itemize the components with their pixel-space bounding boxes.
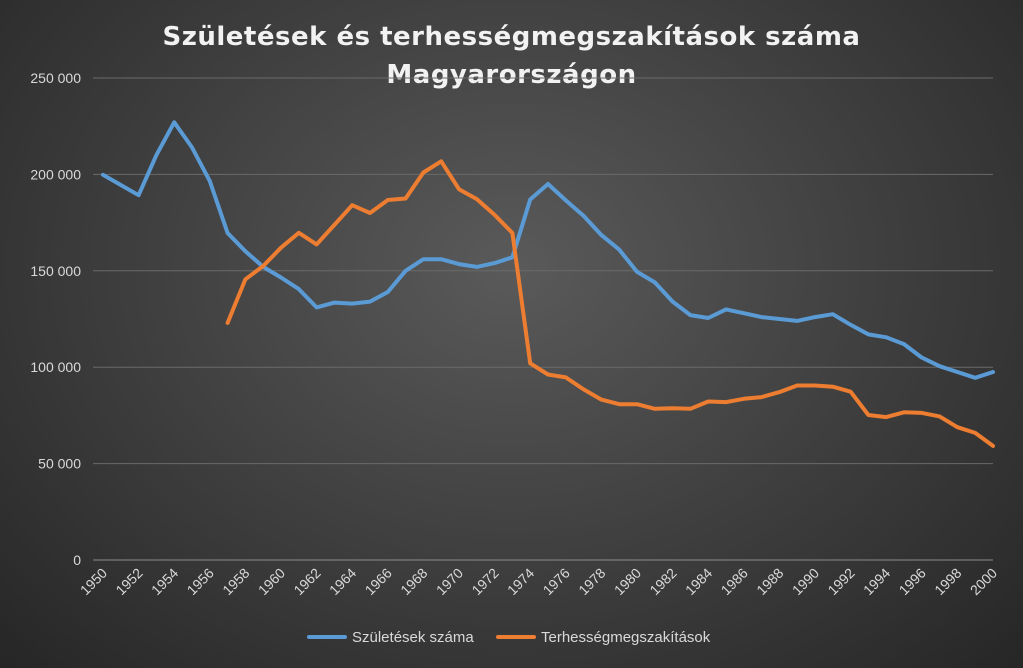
chart-title: Születések és terhességmegszakítások szá…: [0, 18, 1023, 94]
legend-label-2: Terhességmegszakítások: [541, 629, 711, 646]
x-tick-label: 1978: [575, 565, 608, 598]
y-tick-label: 150 000: [30, 263, 81, 279]
x-tick-label: 1960: [255, 565, 288, 598]
x-tick-label: 1990: [789, 565, 822, 598]
x-tick-label: 1964: [326, 565, 359, 598]
x-tick-label: 1970: [433, 565, 466, 598]
x-tick-label: 1958: [219, 565, 252, 598]
legend-label-1: Születések száma: [352, 629, 474, 646]
x-tick-label: 1974: [504, 565, 537, 598]
x-tick-label: 1952: [112, 565, 145, 598]
x-tick-label: 1954: [148, 565, 181, 598]
x-tick-label: 1972: [468, 565, 501, 598]
y-tick-label: 250 000: [30, 70, 81, 86]
chart-title-line-1: Születések és terhességmegszakítások szá…: [162, 22, 861, 52]
x-tick-label: 1994: [860, 565, 893, 598]
x-tick-label: 1976: [540, 565, 573, 598]
series-line-2: [225, 159, 995, 448]
x-tick-label: 1996: [896, 565, 929, 598]
x-tick-label: 1962: [290, 565, 323, 598]
x-tick-label: 1986: [718, 565, 751, 598]
y-tick-label: 100 000: [30, 359, 81, 375]
x-tick-label: 1984: [682, 565, 715, 598]
x-tick-label: 1980: [611, 565, 644, 598]
x-tick-label: 1950: [77, 565, 110, 598]
x-tick-label: 2000: [967, 565, 1000, 598]
y-tick-label: 200 000: [30, 166, 81, 182]
x-tick-label: 1966: [362, 565, 395, 598]
chart-title-line-2: Magyarországon: [386, 60, 637, 90]
x-tick-label: 1982: [646, 565, 679, 598]
y-tick-label: 0: [73, 552, 81, 568]
y-tick-label: 50 000: [38, 456, 81, 472]
x-tick-label: 1992: [824, 565, 857, 598]
x-tick-label: 1956: [184, 565, 217, 598]
series-line-1: [101, 120, 995, 380]
x-tick-label: 1968: [397, 565, 430, 598]
x-tick-label: 1988: [753, 565, 786, 598]
x-tick-label: 1998: [931, 565, 964, 598]
